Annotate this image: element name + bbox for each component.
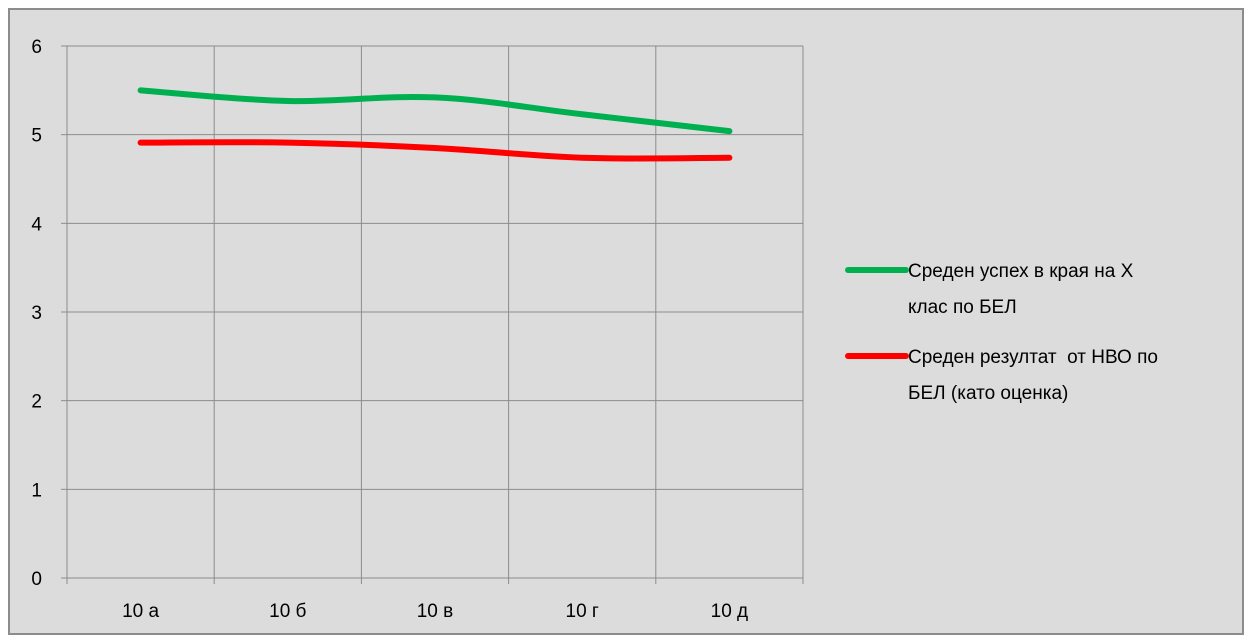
- y-tick-label: 6: [31, 37, 42, 58]
- y-tick-label: 4: [31, 214, 42, 235]
- y-tick-label: 1: [31, 480, 42, 501]
- x-tick-label: 10 а: [122, 601, 159, 622]
- x-tick-label: 10 б: [269, 601, 306, 622]
- series-line-1: [137, 87, 733, 135]
- legend-label: клас по БЕЛ: [908, 297, 1017, 318]
- y-tick-labels: 0 1 2 3 4 5 6: [31, 37, 42, 590]
- y-tick-label: 2: [31, 392, 42, 413]
- line-chart: 0 1 2 3 4 5 6 10 а 10 б 10 в 10 г 10 д Среден успе…: [31, 37, 1158, 622]
- legend-label: Среден резултат от НВО по: [908, 347, 1158, 368]
- x-tick-label: 10 в: [417, 601, 454, 622]
- series-line-2: [137, 139, 733, 162]
- grid-lines: [67, 45, 804, 578]
- x-tick-label: 10 г: [566, 601, 599, 622]
- series-lines: [137, 87, 733, 162]
- legend-item-2: Среден резултат от НВО по БЕЛ (като оценк…: [845, 347, 1158, 404]
- y-tick-label: 3: [31, 303, 42, 324]
- chart-frame: 0 1 2 3 4 5 6 10 а 10 б 10 в 10 г 10 д Среден успе…: [8, 8, 1244, 635]
- y-tick-label: 5: [31, 126, 42, 147]
- legend-label: БЕЛ (като оценка): [908, 383, 1068, 404]
- legend-item-1: Среден успех в края на X клас по БЕЛ: [845, 261, 1134, 318]
- x-tick-label: 10 д: [711, 601, 749, 622]
- x-tick-labels: 10 а 10 б 10 в 10 г 10 д: [122, 601, 748, 622]
- y-tick-label: 0: [31, 569, 42, 590]
- legend-label: Среден успех в края на X: [908, 261, 1134, 282]
- axes: [61, 45, 804, 584]
